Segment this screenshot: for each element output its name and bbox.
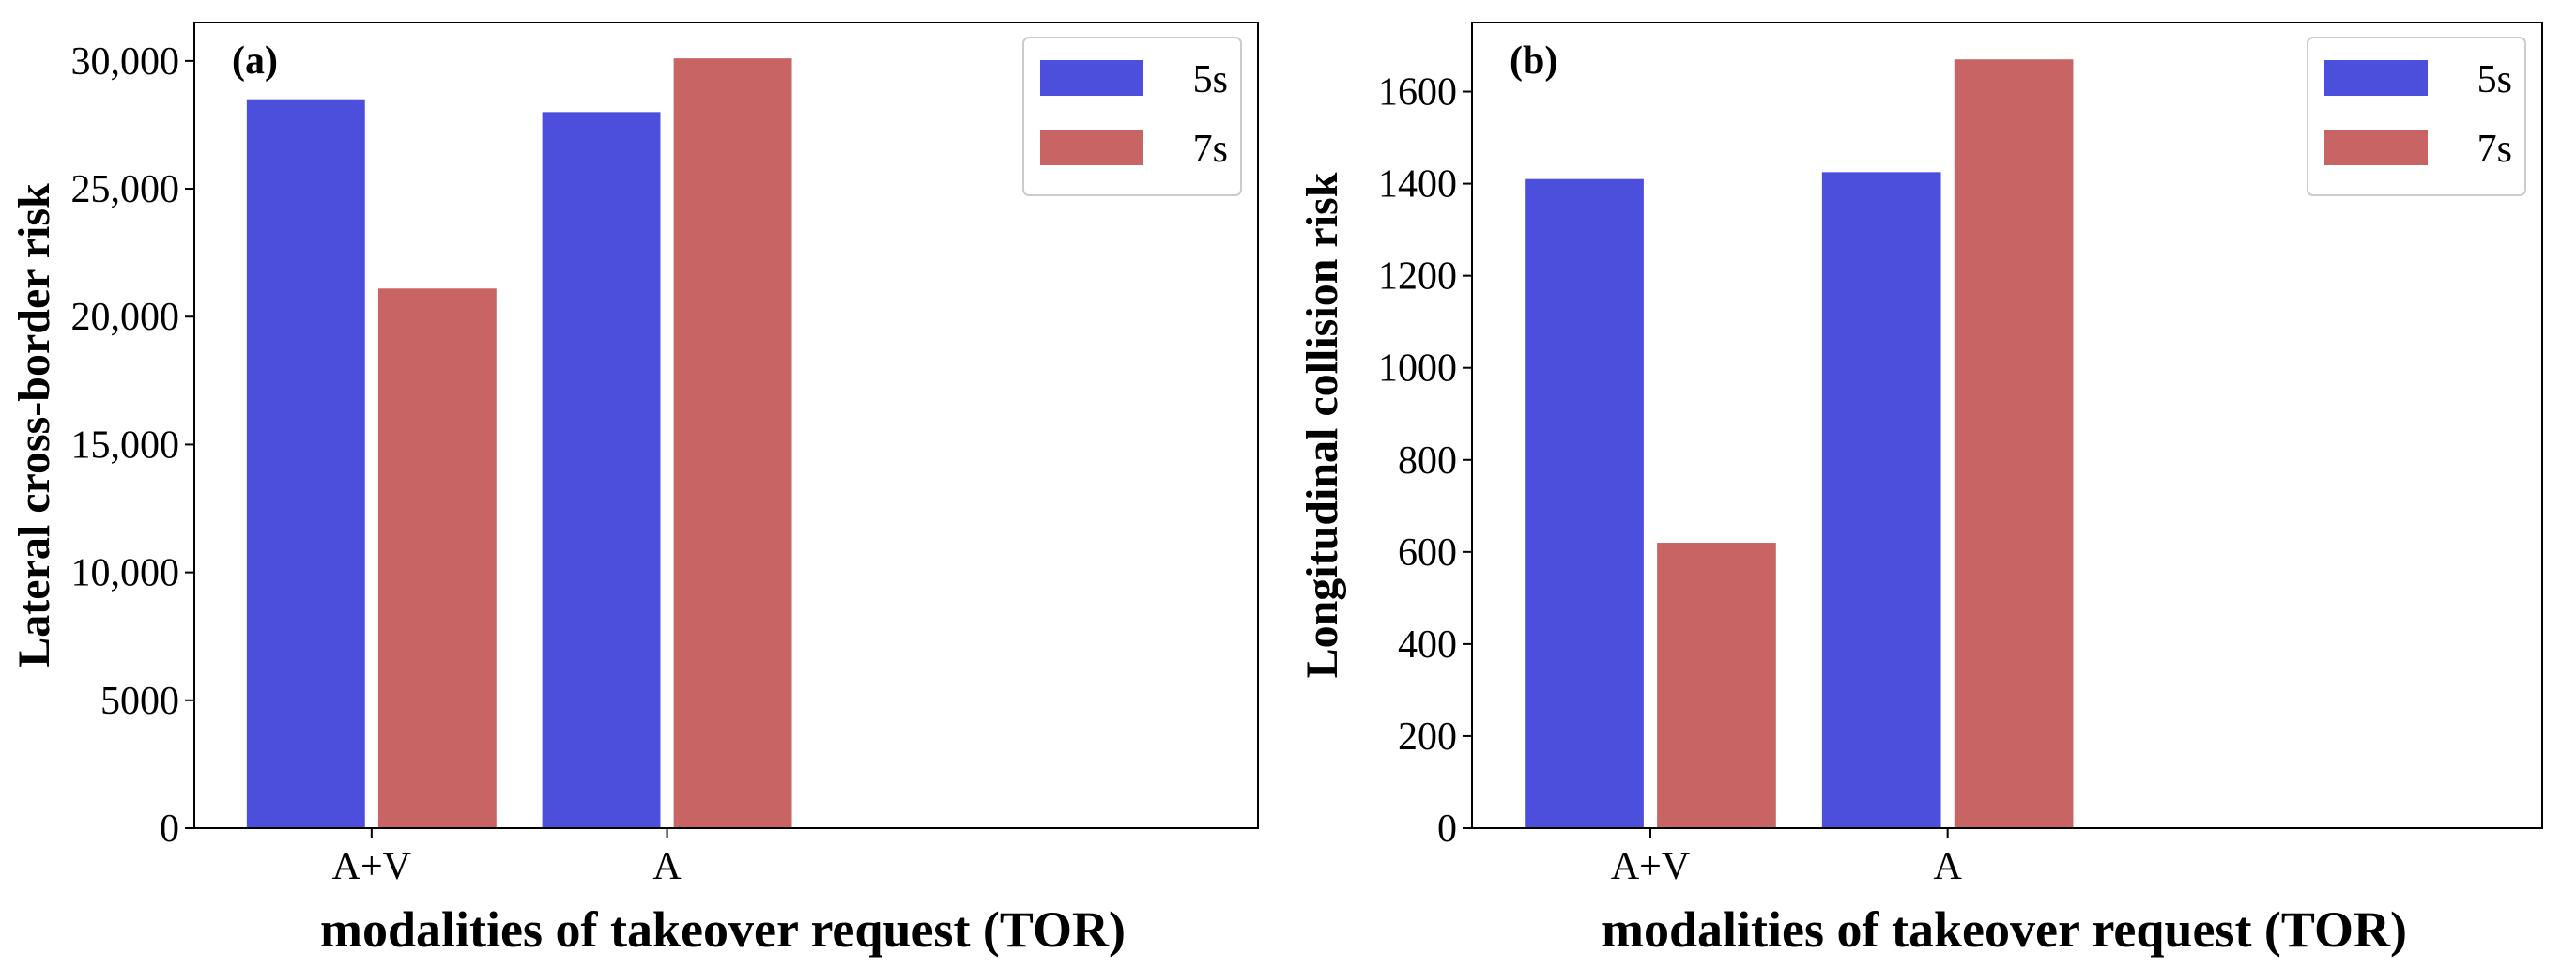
bar-AV-7s [377, 288, 497, 828]
plot-frame [1471, 22, 2543, 829]
bar-AV-5s [246, 99, 365, 828]
y-tick-label: 20,000 [71, 296, 180, 339]
y-tick-label: 1600 [1378, 71, 1457, 115]
y-tick-label: 200 [1398, 715, 1457, 759]
bar-AV-7s [1657, 543, 1776, 828]
bar-A-5s [542, 112, 661, 829]
panel-label: (b) [1510, 39, 1557, 83]
y-tick-label: 30,000 [71, 40, 180, 84]
legend-swatch-7s [1040, 130, 1143, 165]
y-tick-label: 10,000 [71, 552, 180, 595]
y-tick-label: 0 [1437, 808, 1457, 851]
legend-label: 5s [2477, 58, 2512, 101]
legend-swatch-7s [2324, 130, 2428, 165]
legend-swatch-5s [2324, 60, 2428, 96]
plot-frame [193, 22, 1259, 829]
x-tick-label: A [652, 845, 682, 888]
y-tick-label: 5000 [100, 680, 179, 723]
y-tick-label: 800 [1398, 439, 1457, 483]
bar-A-7s [673, 58, 792, 828]
y-tick-label: 600 [1398, 531, 1457, 575]
bar-AV-5s [1525, 178, 1644, 828]
x-tick-label: A+V [332, 845, 411, 888]
panel-b: 0 200 400 600 800 1000 1200 1400 1600 A+V Amodalit… [1297, 22, 2543, 958]
bar-A-5s [1821, 172, 1941, 829]
bar-A-7s [1954, 59, 2074, 829]
panel-a: 0 5000 10,000 15,000 20,000 25,000 30,000 A+V Am… [9, 22, 1259, 958]
x-tick-label: A+V [1611, 845, 1690, 888]
y-tick-label: 0 [160, 808, 179, 851]
y-tick-label: 1400 [1378, 163, 1457, 207]
y-tick-label: 15,000 [71, 423, 180, 467]
legend-label: 5s [1193, 58, 1228, 101]
legend-label: 7s [1193, 128, 1228, 171]
y-axis-title: Lateral cross-border risk [9, 183, 59, 668]
legend-label: 7s [2477, 128, 2512, 171]
panel-label: (a) [232, 39, 278, 83]
y-tick-label: 1200 [1378, 255, 1457, 299]
x-axis-title: modalities of takeover request (TOR) [320, 901, 1126, 958]
x-axis-title: modalities of takeover request (TOR) [1602, 901, 2407, 958]
y-tick-label: 25,000 [71, 168, 180, 211]
x-tick-label: A [1933, 845, 1962, 888]
y-tick-label: 1000 [1378, 347, 1457, 391]
y-axis-title: Longitudinal collision risk [1297, 172, 1347, 678]
y-tick-label: 400 [1398, 623, 1457, 667]
legend: 5s 7s [2307, 37, 2526, 196]
legend-swatch-5s [1040, 60, 1143, 96]
legend: 5s 7s [1022, 37, 1242, 196]
